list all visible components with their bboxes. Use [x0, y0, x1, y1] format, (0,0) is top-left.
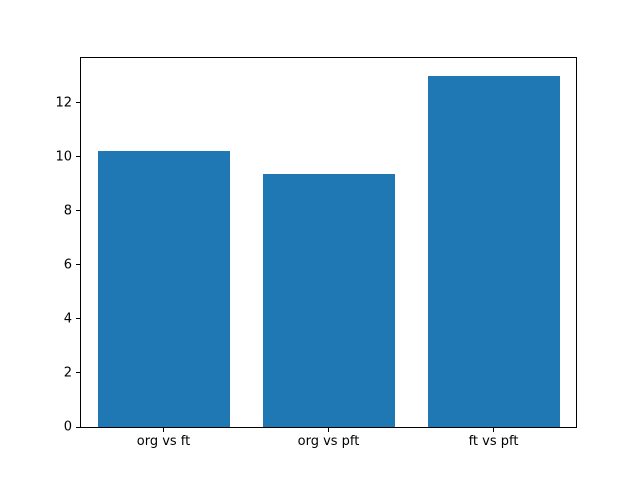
- y-tick-label: 2: [63, 365, 72, 381]
- x-tick-label: org vs ft: [136, 434, 191, 449]
- y-tick-label: 8: [63, 203, 72, 219]
- y-tick-label: 4: [63, 311, 72, 327]
- y-tick-mark: [76, 156, 80, 158]
- x-tick-label: org vs pft: [297, 434, 360, 449]
- y-tick-label: 12: [55, 95, 72, 111]
- y-tick-mark: [76, 318, 80, 320]
- y-tick-mark: [76, 264, 80, 266]
- x-tick-mark: [328, 428, 329, 432]
- bar-ft-vs-pft: [427, 76, 560, 427]
- y-tick-mark: [76, 372, 80, 374]
- plot-area: [80, 57, 577, 428]
- bar-org-vs-ft: [97, 151, 230, 427]
- x-tick-mark: [163, 428, 164, 432]
- x-tick-label: ft vs pft: [468, 434, 519, 449]
- y-tick-label: 6: [63, 257, 72, 273]
- bar-org-vs-pft: [262, 174, 395, 427]
- y-tick-label: 10: [55, 149, 72, 165]
- y-tick-mark: [76, 426, 80, 428]
- y-tick-mark: [76, 210, 80, 212]
- y-tick-mark: [76, 102, 80, 104]
- x-tick-mark: [493, 428, 494, 432]
- y-tick-label: 0: [63, 419, 72, 435]
